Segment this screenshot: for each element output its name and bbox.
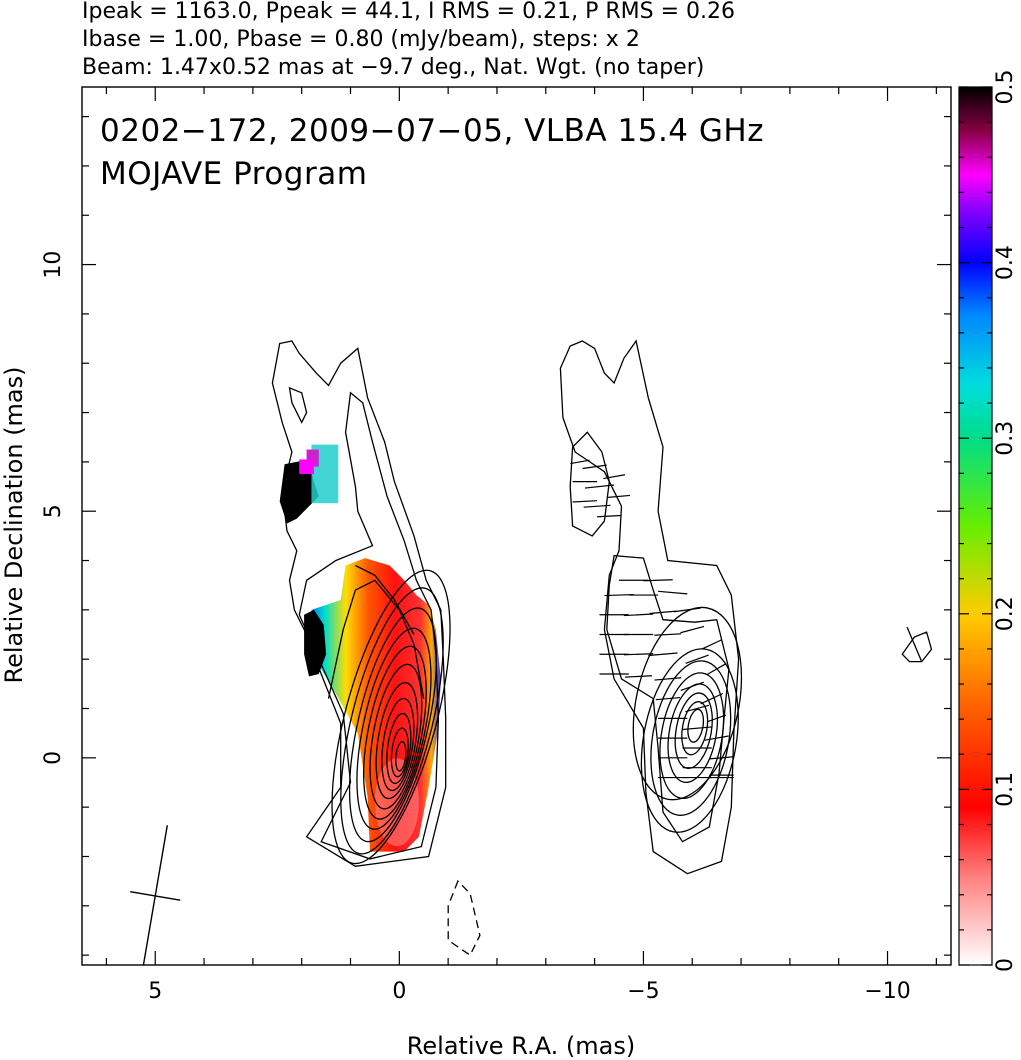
y-tick-label: 5: [41, 504, 66, 518]
contour-core-level: [331, 569, 451, 865]
pol-contour-level-2: [606, 554, 730, 843]
x-axis-ticks: [105, 87, 937, 965]
colorbar-tick-label: 0.3: [993, 421, 1018, 456]
pol-contour-core-level: [632, 606, 743, 801]
evpa-vector: [584, 484, 615, 489]
pol-contour-core-level: [687, 708, 705, 743]
evpa-vector: [680, 625, 705, 634]
evpa-vector: [701, 639, 722, 650]
evpa-vector: [583, 504, 611, 508]
evpa-vector: [654, 677, 682, 681]
pol-contour-core-level: [640, 648, 739, 833]
evpa-vector: [648, 652, 678, 657]
evpa-vector: [623, 613, 654, 617]
contour-island: [288, 386, 308, 424]
y-tick-labels: 0 5 10: [41, 251, 66, 765]
total-intensity-contours: [271, 340, 451, 867]
evpa-vector: [604, 593, 634, 597]
plot-area: [130, 339, 933, 965]
contour-core-level: [395, 741, 407, 772]
evpa-vector: [706, 663, 727, 676]
program-annotation: MOJAVE Program: [100, 156, 367, 192]
beam-minor-axis: [130, 890, 181, 901]
evpa-vector: [608, 494, 631, 498]
colorbar-tick-label: 0.2: [993, 596, 1018, 631]
evpa-vector: [572, 500, 598, 503]
misc-features: [447, 626, 933, 957]
frac-pol-jet-region: [309, 558, 441, 852]
contour-core-level: [369, 663, 423, 810]
evpa-vector: [685, 654, 709, 664]
y-tick-label: 10: [41, 251, 66, 279]
plot-frame: [81, 86, 952, 966]
contour-core-level: [363, 645, 427, 820]
fractional-polarization-image: [279, 444, 441, 852]
frac-pol-patch-west: [304, 609, 327, 677]
colorbar-tick-labels: 0 0.1 0.2 0.3 0.4 0.5: [993, 70, 1018, 973]
contour-core-level: [348, 607, 438, 843]
colorbar-ticks: [959, 86, 992, 966]
evpa-vector: [700, 692, 724, 705]
evpa-vector: [623, 653, 654, 656]
header-line-2: Ibase = 1.00, Pbase = 0.80 (mJy/beam), s…: [82, 27, 640, 52]
evpa-vector: [603, 474, 626, 480]
evpa-vector: [704, 735, 729, 741]
pol-contour-core-level: [667, 683, 719, 784]
evpa-vector: [709, 756, 734, 760]
x-tick-label: 0: [392, 979, 406, 1004]
evpa-vector: [570, 459, 590, 465]
evpa-vector: [654, 633, 682, 636]
contour-core-level: [381, 697, 415, 792]
frac-pol-edge-magenta: [299, 459, 314, 475]
evpa-vector: [680, 681, 704, 692]
header-line-1: Ipeak = 1163.0, Ppeak = 44.1, I RMS = 0.…: [82, 0, 735, 24]
pol-contour-north: [569, 431, 610, 537]
evpa-vector: [658, 590, 688, 595]
contour-core-level: [390, 727, 409, 778]
contour-jet-level: [327, 579, 425, 699]
negative-contour: [447, 879, 481, 957]
artifact-contour: [901, 631, 933, 663]
evpa-vector: [685, 704, 710, 713]
y-axis-ticks: [82, 115, 951, 956]
x-tick-labels: 5 0 −5 −10: [148, 979, 911, 1004]
evpa-vector: [597, 514, 622, 518]
colorbar-tick-label: 0.1: [993, 772, 1018, 807]
evpa-vectors: [570, 459, 734, 779]
beam-marker: [130, 825, 181, 965]
x-tick-label: −5: [627, 979, 659, 1004]
evpa-vector: [707, 714, 727, 723]
contour-core-level: [356, 627, 432, 830]
colorbar-tick-label: 0: [993, 958, 1018, 972]
pol-contour-core-level: [681, 701, 709, 756]
pol-contour-core-level: [659, 672, 725, 800]
polarized-intensity-contours: [559, 339, 743, 875]
evpa-vector: [682, 726, 712, 731]
artifact-vector: [906, 626, 923, 662]
evpa-vector: [625, 675, 652, 678]
x-tick-label: −10: [864, 979, 910, 1004]
colorbar-tick-label: 0.4: [993, 245, 1018, 280]
source-annotation: 0202−172, 2009−07−05, VLBA 15.4 GHz: [100, 113, 764, 149]
contour-level-2: [298, 391, 440, 860]
contour-core-level: [375, 681, 419, 800]
frac-pol-patch-north: [279, 459, 319, 524]
header-line-3: Beam: 1.47x0.52 mas at −9.7 deg., Nat. W…: [82, 55, 704, 80]
colorbar: [958, 86, 993, 966]
evpa-vector: [655, 696, 681, 701]
colorbar-tick-label: 0.5: [993, 70, 1018, 105]
y-axis-label: Relative Declination (mas): [0, 366, 28, 683]
x-axis-label: Relative R.A. (mas): [407, 1032, 635, 1060]
evpa-vector: [643, 579, 673, 582]
evpa-vector: [582, 464, 607, 470]
evpa-vector: [673, 607, 701, 613]
x-tick-label: 5: [148, 979, 162, 1004]
y-tick-label: 0: [41, 751, 66, 765]
evpa-vector: [649, 610, 677, 615]
pol-contour-level-1: [559, 339, 740, 875]
contour-core-level: [340, 587, 444, 855]
contour-core-level: [386, 712, 412, 785]
contour-jet-level: [355, 564, 415, 635]
